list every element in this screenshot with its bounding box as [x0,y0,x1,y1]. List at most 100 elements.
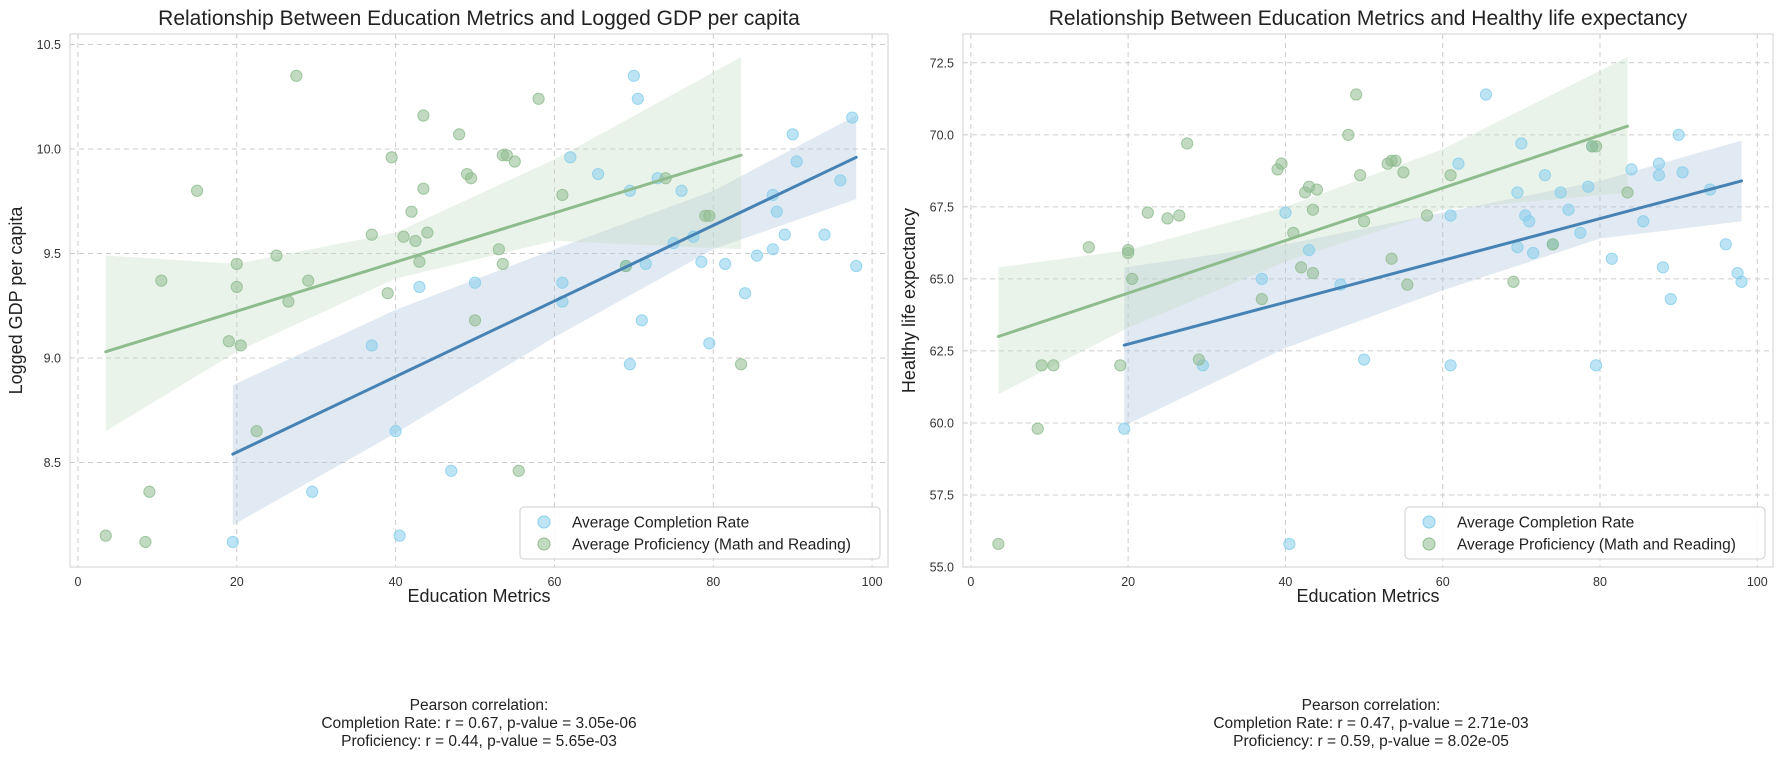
data-point [492,243,505,256]
y-tick-label: 55.0 [930,561,954,575]
data-point [1302,243,1316,257]
x-axis-label: Education Metrics [407,586,550,606]
data-point [818,228,831,241]
regression-line-2 [996,124,1630,339]
data-point [1656,261,1670,274]
data-point [1511,186,1524,199]
data-point [766,243,779,256]
data-point [1357,215,1371,228]
plot-area [962,33,1774,568]
data-point [695,255,708,268]
correlation-completion: Completion Rate: r = 0.47, p-value = 2.7… [1213,715,1529,732]
data-point [1354,169,1367,182]
data-point [500,149,513,162]
data-point [1452,157,1465,170]
x-tick-label: 80 [1593,575,1607,589]
y-axis-label: Logged GDP per capita [6,206,26,395]
x-tick-label: 80 [706,575,720,589]
data-point [1279,206,1292,219]
chart-panel-1: 0 20 40 60 80 100 8.5 9.0 9.5 10.0 10.5 Relationshi… [6,7,889,606]
data-point [1122,246,1135,260]
data-point [468,276,482,289]
data-point [1527,246,1540,260]
data-point [496,257,509,271]
data-point [1625,163,1638,176]
data-point [1582,180,1595,193]
data-point [846,111,859,124]
data-point [675,184,688,197]
data-point [1652,157,1666,170]
data-point [381,287,394,300]
data-point [1397,166,1410,179]
chart-panel-2: 0 20 40 60 80 100 55.0 57.5 60.0 62.5 65.0 67.5 70.0… [899,7,1774,606]
x-tick-label: 40 [389,575,403,589]
data-point [453,128,466,141]
regression-line-1 [231,155,858,456]
data-point [532,92,545,105]
legend: Average Completion Rate Average Proficien… [519,506,881,560]
data-point [1389,154,1402,167]
data-point [1672,128,1685,141]
x-tick-label: 0 [967,575,974,589]
x-tick-label: 60 [1436,575,1450,589]
x-tick-label: 20 [1121,575,1135,589]
y-axis-label: Healthy life expectancy [899,208,919,393]
data-point [405,205,418,218]
data-point [230,280,243,294]
confidence-band-2 [998,57,1628,395]
data-point [1275,157,1288,170]
data-point [1161,212,1174,225]
data-point [1141,206,1154,219]
y-tick-label: 60.0 [930,416,954,430]
confidence-band-1 [1124,140,1742,426]
x-tick-label: 100 [1747,575,1768,589]
data-point [234,339,247,352]
y-tick-label: 72.5 [930,56,954,70]
data-point [389,425,402,438]
data-point [417,109,430,122]
data-point [1173,209,1186,222]
data-point [421,226,434,239]
x-tick-label: 40 [1278,575,1292,589]
data-point [1562,203,1575,216]
data-point [1295,261,1308,274]
data-point [719,257,732,271]
data-point [1306,267,1320,280]
data-point [1342,128,1355,141]
data-point [1192,353,1206,366]
data-point [1479,88,1493,101]
data-point [1420,209,1434,222]
x-tick-label: 60 [547,575,561,589]
y-tick-label: 57.5 [930,488,954,502]
data-point [99,529,112,542]
confidence-band-2 [105,56,742,432]
data-point [556,188,569,202]
data-point [778,228,791,241]
legend-box [519,506,881,560]
data-point [592,167,605,181]
data-point [1310,183,1323,196]
data-point [1546,238,1559,251]
data-point [270,249,283,262]
data-point [413,255,426,268]
data-point [1031,422,1044,435]
data-point [222,335,235,348]
data-point [1114,359,1127,372]
data-point [786,128,799,141]
data-point [155,274,168,287]
y-tick-label: 10.0 [37,142,61,156]
data-point [1735,275,1748,288]
y-tick-label: 62.5 [930,344,954,358]
data-point [703,209,716,222]
data-point [850,259,863,273]
data-point [306,485,319,498]
data-point [1125,272,1139,285]
data-point [413,280,426,294]
data-point [992,537,1005,551]
y-tick-label: 67.5 [930,200,954,214]
data-point [230,257,243,271]
chart-title: Relationship Between Education Metrics a… [1049,7,1688,30]
regression-line-1 [1122,179,1744,347]
data-point [409,234,422,248]
data-point [631,92,644,105]
